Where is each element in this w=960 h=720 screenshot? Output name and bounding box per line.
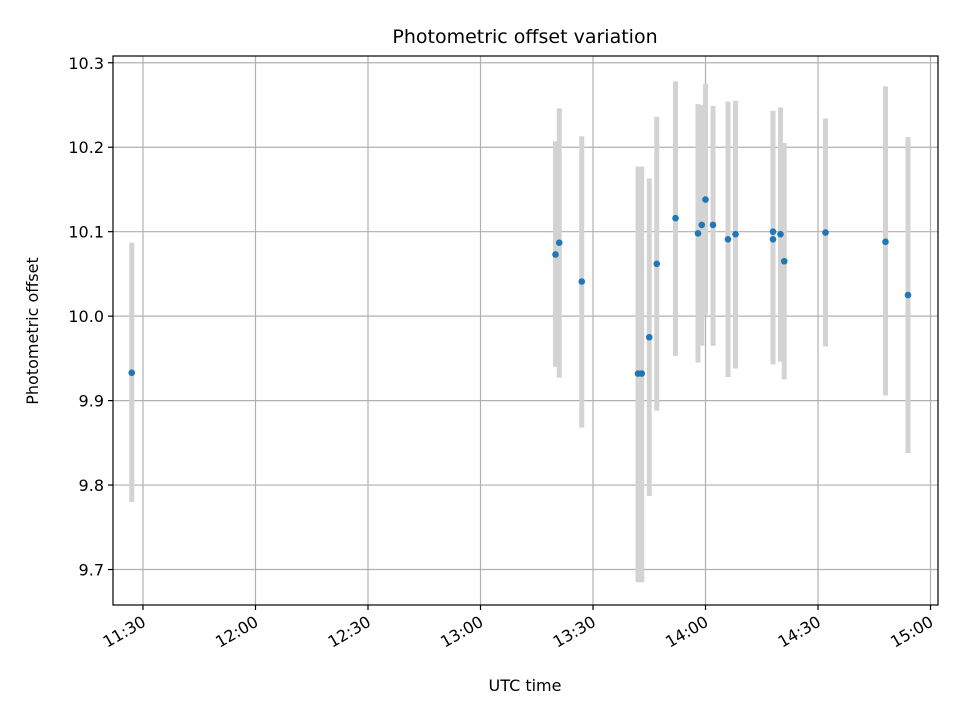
data-point: [578, 278, 586, 285]
y-tick-label: 10.2: [68, 138, 104, 157]
data-point: [882, 238, 889, 246]
data-point: [904, 291, 912, 299]
data-point: [769, 235, 777, 243]
data-point: [672, 214, 679, 222]
data-point: [822, 229, 829, 236]
data-point: [777, 230, 784, 238]
plot-frame: [112, 55, 939, 606]
y-tick-label: 9.8: [79, 476, 104, 495]
data-point: [694, 230, 702, 237]
chart-title: Photometric offset variation: [392, 26, 657, 48]
data-point: [128, 369, 136, 377]
data-point: [702, 196, 709, 203]
y-tick-label: 10.0: [68, 307, 104, 326]
data-point: [638, 370, 646, 377]
data-point: [709, 221, 717, 229]
y-tick-label: 10.1: [68, 223, 104, 242]
data-point: [780, 257, 788, 265]
data-point: [552, 251, 559, 258]
data-point: [645, 333, 653, 341]
x-axis-label: UTC time: [489, 676, 562, 695]
data-point: [769, 228, 777, 235]
data-point: [555, 239, 563, 246]
y-tick-label: 10.3: [68, 54, 104, 73]
data-point: [732, 230, 739, 238]
data-point: [724, 235, 732, 243]
y-tick-label: 9.9: [79, 392, 104, 411]
y-axis-ticks: 9.7 9.8 9.9 10.0 10.1 10.2 10.3: [68, 54, 113, 580]
data-points: [128, 196, 912, 377]
y-tick-label: 9.7: [79, 561, 104, 580]
grid: [113, 56, 938, 605]
y-axis-label: Photometric offset: [23, 257, 42, 405]
data-point: [653, 260, 661, 268]
data-point: [698, 221, 706, 229]
